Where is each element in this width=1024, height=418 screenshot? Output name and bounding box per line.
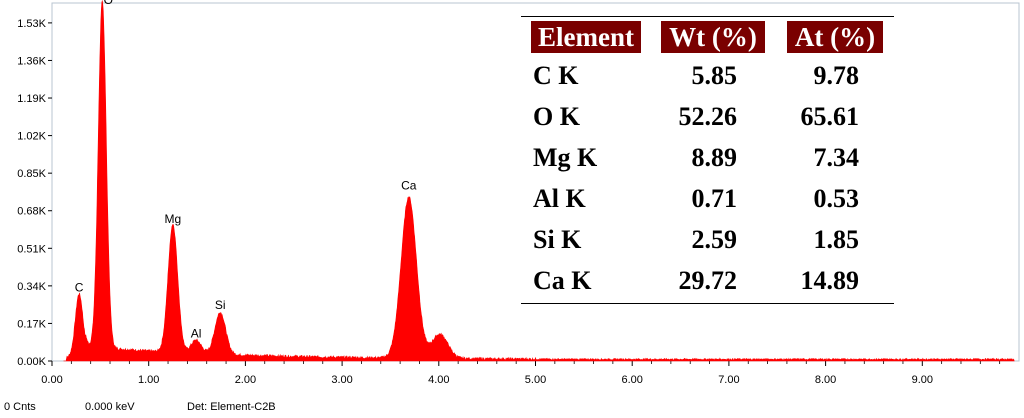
- cell-at: 65.61: [800, 102, 860, 131]
- cell-element: Si K: [533, 225, 582, 254]
- y-tick-label: 1.02K: [17, 131, 46, 143]
- peak-labels: C O Mg Al Si Ca: [75, 0, 417, 341]
- spectrum-series: [63, 0, 1015, 362]
- x-axis: 0.00 1.00 2.00 3.00 4.00 5.00 6.00 7.00 8.00 9.00: [41, 361, 1001, 386]
- y-tick-label: 0.68K: [17, 206, 46, 218]
- cell-at: 0.53: [813, 184, 860, 213]
- table-row: Ca K 29.72 14.89: [521, 262, 894, 303]
- peak-label-mg: Mg: [165, 212, 182, 226]
- y-tick-label: 0.00K: [17, 356, 46, 368]
- status-detector: Det: Element-C2B: [187, 401, 276, 413]
- y-tick-label: 0.85K: [17, 168, 46, 180]
- x-tick-label: 4.00: [428, 374, 449, 386]
- table-row: Mg K 8.89 7.34: [521, 139, 894, 180]
- x-tick-label: 5.00: [525, 374, 546, 386]
- x-tick-label: 2.00: [235, 374, 256, 386]
- header-at: At (%): [787, 21, 883, 53]
- status-energy: 0.000 keV: [85, 401, 135, 413]
- cell-element: Al K: [533, 184, 586, 213]
- cell-wt: 8.89: [691, 143, 738, 172]
- peak-label-si: Si: [215, 298, 226, 312]
- cell-wt: 5.85: [691, 61, 738, 90]
- cell-at: 7.34: [813, 143, 860, 172]
- table-header-row: Element Wt (%) At (%): [521, 17, 894, 57]
- plot-frame: [51, 2, 1020, 362]
- table-row: C K 5.85 9.78: [521, 57, 894, 98]
- cell-wt: 0.71: [691, 184, 738, 213]
- status-bar: 0 Cnts 0.000 keV Det: Element-C2B: [0, 399, 1024, 417]
- y-tick-label: 1.36K: [17, 55, 46, 67]
- cell-at: 14.89: [800, 266, 860, 295]
- cell-element: Ca K: [533, 266, 592, 295]
- x-tick-label: 0.00: [41, 374, 62, 386]
- header-wt: Wt (%): [661, 21, 765, 53]
- y-tick-label: 1.19K: [17, 93, 46, 105]
- cell-element: Mg K: [533, 143, 598, 172]
- cell-at: 1.85: [813, 225, 860, 254]
- x-tick-label: 6.00: [621, 374, 642, 386]
- cell-element: C K: [533, 61, 579, 90]
- x-tick-label: 9.00: [912, 374, 933, 386]
- cell-element: O K: [533, 102, 580, 131]
- peak-label-al: Al: [191, 327, 202, 341]
- table-top-rule: [521, 16, 894, 17]
- x-tick-label: 3.00: [331, 374, 352, 386]
- table-bottom-rule: [521, 303, 894, 304]
- peak-label-ca: Ca: [401, 179, 417, 193]
- y-axis: 0.00K 0.17K 0.34K 0.51K 0.68K 0.85K 1.02K 1.19K…: [17, 18, 52, 368]
- y-tick-label: 1.53K: [17, 18, 46, 30]
- header-element: Element: [531, 21, 641, 53]
- x-tick-label: 7.00: [718, 374, 739, 386]
- x-tick-label: 8.00: [815, 374, 836, 386]
- peak-label-c: C: [75, 280, 84, 294]
- y-tick-label: 0.17K: [17, 318, 46, 330]
- cell-wt: 52.26: [678, 102, 738, 131]
- table-row: O K 52.26 65.61: [521, 98, 894, 139]
- y-tick-label: 0.51K: [17, 243, 46, 255]
- cell-wt: 29.72: [678, 266, 738, 295]
- table-row: Si K 2.59 1.85: [521, 221, 894, 262]
- y-tick-label: 0.34K: [17, 281, 46, 293]
- cell-wt: 2.59: [691, 225, 738, 254]
- x-tick-label: 1.00: [138, 374, 159, 386]
- composition-table: Element Wt (%) At (%) C K 5.85 9.78 O K …: [521, 16, 894, 304]
- peak-label-o: O: [104, 0, 113, 7]
- cell-at: 9.78: [813, 61, 860, 90]
- table-row: Al K 0.71 0.53: [521, 180, 894, 221]
- status-counts: 0 Cnts: [4, 401, 36, 413]
